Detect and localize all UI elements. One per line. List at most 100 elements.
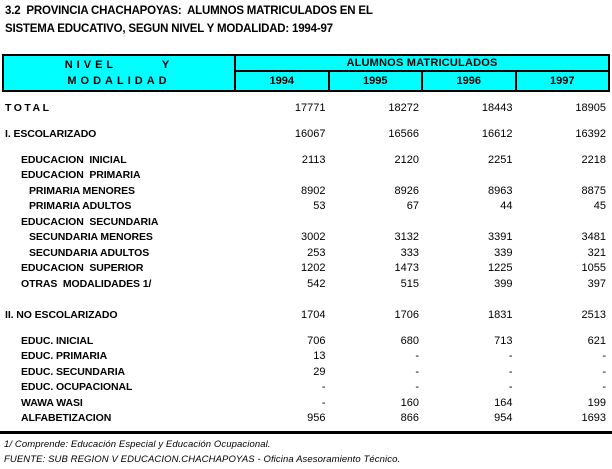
table-row: II. NO ESCOLARIZADO 1704 1706 1831 2513 — [2, 307, 610, 323]
cell-1997: 16392 — [575, 127, 606, 140]
cell-1995: 16566 — [388, 127, 419, 140]
table-header: NIVEL Y MODALIDAD ALUMNOS MATRICULADOS 1… — [2, 54, 610, 92]
cell-1995: 1706 — [394, 308, 419, 321]
cell-1995: 67 — [406, 200, 419, 213]
cell-1995: 18272 — [388, 101, 419, 114]
table-row: EDUC. PRIMARIA 13 - - - — [2, 349, 610, 365]
cell-1995: 8926 — [394, 184, 419, 197]
cell-1997: - — [602, 381, 606, 394]
row-label: EDUC. PRIMARIA — [21, 350, 108, 363]
cell-1997: 397 — [587, 277, 606, 290]
cell-1996: 44 — [500, 200, 513, 213]
cell-1996: 1831 — [488, 308, 513, 321]
cell-1997: 2513 — [581, 308, 606, 321]
row-label: EDUCACION SECUNDARIA — [21, 215, 159, 228]
table-row: EDUCACION SECUNDARIA — [2, 214, 610, 230]
cell-1994: 13 — [313, 350, 326, 363]
cell-1994: 1704 — [301, 308, 326, 321]
header-modalidad-label: MODALIDAD — [67, 75, 171, 87]
row-label: EDUC. OCUPACIONAL — [21, 381, 133, 394]
row-label: I. ESCOLARIZADO — [5, 127, 97, 140]
cell-1995: 515 — [400, 277, 419, 290]
cell-1997: 321 — [587, 246, 606, 259]
table-row: SECUNDARIA MENORES 3002 3132 3391 3481 — [2, 230, 610, 246]
row-label: II. NO ESCOLARIZADO — [5, 308, 118, 321]
cell-1994: 956 — [307, 412, 326, 425]
cell-1996: 2251 — [488, 153, 513, 166]
header-year-1995: 1995 — [327, 72, 422, 90]
row-label: EDUCACION PRIMARIA — [21, 169, 141, 182]
cell-1994: - — [321, 381, 326, 394]
footnote-comprende: 1/ Comprende: Educación Especial y Educa… — [4, 439, 271, 450]
cell-1997: 18905 — [575, 101, 606, 114]
cell-1994: - — [321, 396, 326, 409]
cell-1994: 3002 — [301, 231, 326, 244]
table-row: EDUC. INICIAL 706 680 713 621 — [2, 333, 610, 349]
cell-1995: - — [415, 381, 419, 394]
row-label: ALFABETIZACION — [21, 412, 112, 425]
header-years-group: ALUMNOS MATRICULADOS 1994 1995 1996 1997 — [236, 56, 608, 90]
cell-1994: 53 — [313, 200, 326, 213]
cell-1997: 45 — [593, 200, 606, 213]
cell-1996: 954 — [494, 412, 513, 425]
page-title-line-2: SISTEMA EDUCATIVO, SEGUN NIVEL Y MODALID… — [5, 23, 333, 35]
cell-1997: - — [602, 350, 606, 363]
cell-1996: 1225 — [488, 262, 513, 275]
table-row: TOTAL 17771 18272 18443 18905 — [2, 100, 610, 116]
cell-1997: 1055 — [581, 262, 606, 275]
cell-1996: - — [508, 365, 513, 378]
cell-1996: - — [508, 350, 513, 363]
cell-1995: 3132 — [394, 231, 419, 244]
cell-1997: 621 — [587, 334, 606, 347]
cell-1995: 680 — [400, 334, 419, 347]
cell-1996: 8963 — [488, 184, 513, 197]
table-row: PRIMARIA MENORES 8902 8926 8963 8875 — [2, 183, 610, 199]
row-label: WAWA WASI — [21, 396, 83, 409]
header-nivel-label: NIVEL Y — [64, 59, 174, 71]
cell-1997: 2218 — [581, 153, 606, 166]
cell-1996: 713 — [494, 334, 513, 347]
table-row: OTRAS MODALIDADES 1/542 515 399 397 — [2, 276, 610, 292]
cell-1997: 1693 — [581, 412, 606, 425]
cell-1995: 333 — [400, 246, 419, 259]
cell-1994: 17771 — [294, 101, 326, 114]
cell-1995: 866 — [400, 412, 419, 425]
table-row: PRIMARIA ADULTOS 53 67 44 45 — [2, 199, 610, 215]
table-row: EDUCACION SUPERIOR 1202 1473 1225 1055 — [2, 261, 610, 277]
cell-1995: - — [415, 350, 419, 363]
table-bottom-rule — [0, 431, 612, 434]
table-row: ALFABETIZACION 956 866 954 1693 — [2, 411, 610, 427]
cell-1996: 16612 — [481, 127, 513, 140]
row-label: OTRAS MODALIDADES 1/ — [21, 277, 152, 290]
cell-1996: 18443 — [481, 101, 513, 114]
cell-1995: 2120 — [394, 153, 419, 166]
footnote-fuente: FUENTE: SUB REGION V EDUCACION.CHACHAPOY… — [4, 454, 401, 465]
row-label: TOTAL — [5, 101, 52, 114]
page-title-line-1: 3.2 PROVINCIA CHACHAPOYAS: ALUMNOS MATRI… — [5, 5, 373, 17]
table-row: WAWA WASI - 160 164 199 — [2, 395, 610, 411]
header-year-row: 1994 1995 1996 1997 — [236, 72, 608, 90]
row-label: EDUC. SECUNDARIA — [21, 365, 125, 378]
table-row: SECUNDARIA ADULTOS 253 333 339 321 — [2, 245, 610, 261]
cell-1996: 399 — [494, 277, 513, 290]
cell-1995: 160 — [400, 396, 419, 409]
header-year-1996: 1996 — [421, 72, 515, 90]
table-row: EDUC. OCUPACIONAL - - - - — [2, 380, 610, 396]
row-label: EDUCACION INICIAL — [21, 153, 127, 166]
cell-1996: 339 — [494, 246, 513, 259]
cell-1996: 3391 — [488, 231, 513, 244]
cell-1997: 199 — [587, 396, 606, 409]
table-row: EDUCACION INICIAL 2113 2120 2251 2218 — [2, 152, 610, 168]
table-body: TOTAL 17771 18272 18443 18905 I. ESCOLARIZADO… — [2, 92, 610, 426]
cell-1994: 29 — [313, 365, 326, 378]
cell-1997: 8875 — [581, 184, 606, 197]
cell-1994: 16067 — [294, 127, 326, 140]
row-label: SECUNDARIA MENORES — [29, 231, 153, 244]
row-label: SECUNDARIA ADULTOS — [29, 246, 150, 259]
table-row: EDUCACION PRIMARIA — [2, 168, 610, 184]
table-row: EDUC. SECUNDARIA 29 - - - — [2, 364, 610, 380]
row-label: PRIMARIA MENORES — [29, 184, 135, 197]
header-nivel-modalidad-cell: NIVEL Y MODALIDAD — [4, 56, 236, 90]
cell-1994: 542 — [307, 277, 326, 290]
